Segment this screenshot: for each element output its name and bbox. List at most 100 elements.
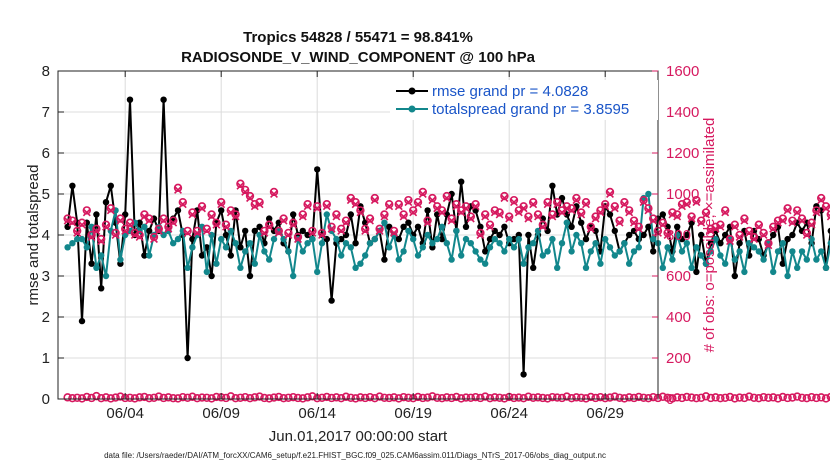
obs possible-point xyxy=(442,191,451,201)
rmse-point xyxy=(98,285,105,292)
totalspread-point xyxy=(347,244,354,251)
totalspread-point xyxy=(731,256,738,263)
rmse-point xyxy=(683,231,690,239)
rmse-point xyxy=(693,268,700,276)
obs assimilated-point xyxy=(826,212,830,221)
obs possible-point xyxy=(116,214,125,223)
totalspread-point xyxy=(688,264,695,271)
rmse-point xyxy=(352,240,359,247)
obs near zero-point xyxy=(639,393,648,402)
totalspread-point xyxy=(726,235,734,243)
obs possible-point xyxy=(125,218,135,227)
totalspread-point xyxy=(285,248,292,255)
obs assimilated-point xyxy=(241,187,250,196)
obs possible-point xyxy=(634,222,643,232)
obs near zero-point xyxy=(169,393,178,403)
obs possible-point xyxy=(744,226,754,236)
obs assimilated-point xyxy=(337,226,346,235)
totalspread-point xyxy=(678,248,686,255)
obs assimilated-point xyxy=(697,218,706,227)
obs near zero-point xyxy=(385,393,394,403)
obs near zero-point xyxy=(149,393,159,402)
rmse-point xyxy=(174,207,182,214)
totalspread-point xyxy=(386,244,393,251)
y-tick-label: 6 xyxy=(42,145,50,162)
obs assimilated-point xyxy=(519,204,528,213)
rmse-point xyxy=(88,260,95,267)
obs assimilated-point xyxy=(692,198,701,207)
data-file-footer: data file: /Users/raeder/DAI/ATM_forcXX/… xyxy=(104,451,606,460)
rmse-point xyxy=(438,235,446,243)
totalspread-point xyxy=(342,240,350,247)
obs possible-point xyxy=(591,212,600,221)
obs near zero-point xyxy=(197,393,207,402)
obs assimilated-point xyxy=(639,198,648,207)
obs possible-point xyxy=(96,234,106,244)
y-axis-label: rmse and totalspread xyxy=(25,165,42,306)
obs possible-point xyxy=(217,198,226,207)
obs assimilated-point xyxy=(198,204,206,213)
legend-rmse-label: rmse grand pr = 4.0828 xyxy=(432,83,588,100)
obs assimilated-point xyxy=(524,214,533,223)
totalspread-point xyxy=(525,244,532,251)
totalspread-point xyxy=(448,256,455,263)
obs possible-point xyxy=(624,206,634,215)
obs assimilated-point xyxy=(260,228,269,237)
obs assimilated-point xyxy=(303,202,312,211)
obs assimilated-point xyxy=(217,200,226,209)
obs assimilated-point xyxy=(591,214,600,223)
obs possible-point xyxy=(749,232,759,242)
obs assimilated-point xyxy=(711,224,720,233)
series-layer xyxy=(63,96,830,403)
obs near zero-point xyxy=(812,393,821,403)
obs near zero-point xyxy=(68,393,77,403)
obs near zero-point xyxy=(682,392,691,402)
totalspread-point xyxy=(765,240,772,247)
obs possible-point xyxy=(687,212,696,221)
obs near zero-point xyxy=(792,392,802,401)
obs possible-point xyxy=(773,216,783,225)
totalspread-point xyxy=(669,256,676,263)
legend-spread-marker xyxy=(408,105,416,113)
obs near zero-point xyxy=(159,393,168,403)
obs possible-point xyxy=(476,228,485,238)
obs near zero-point xyxy=(389,393,399,402)
obs possible-point xyxy=(289,218,298,227)
obs assimilated-point xyxy=(222,222,230,231)
totalspread-point xyxy=(813,256,820,263)
totalspread-point xyxy=(486,244,494,251)
obs possible-point xyxy=(303,200,312,209)
obs near zero-point xyxy=(452,392,461,402)
obs assimilated-point xyxy=(409,208,418,217)
totalspread-point xyxy=(117,256,124,263)
obs assimilated-point xyxy=(116,216,125,225)
totalspread-point xyxy=(722,260,729,267)
obs assimilated-point xyxy=(246,194,254,203)
obs near zero-point xyxy=(111,393,120,402)
totalspread-point xyxy=(222,244,230,251)
obs assimilated-point xyxy=(735,233,744,242)
obs possible-point xyxy=(548,210,557,219)
totalspread-point xyxy=(410,235,417,243)
totalspread-point xyxy=(674,231,681,239)
obs assimilated-point xyxy=(318,231,326,239)
totalspread-point xyxy=(371,235,378,243)
obs assimilated-point xyxy=(721,208,730,217)
obs assimilated-point xyxy=(418,190,427,198)
obs near zero-point xyxy=(245,393,255,403)
obs possible-point xyxy=(596,206,605,215)
obs near zero-point xyxy=(471,392,480,402)
rmse-point xyxy=(251,227,258,235)
obs assimilated-point xyxy=(193,228,202,237)
obs possible-point xyxy=(308,226,317,236)
obs possible-point xyxy=(826,210,830,219)
totalspread-point xyxy=(597,260,604,267)
obs possible-point xyxy=(404,195,413,205)
obs possible-point xyxy=(754,220,763,229)
obs assimilated-point xyxy=(289,220,298,229)
totalspread-point xyxy=(645,190,652,198)
obs assimilated-point xyxy=(802,231,811,239)
obs assimilated-point xyxy=(332,212,341,221)
obs near zero-point xyxy=(365,392,375,402)
